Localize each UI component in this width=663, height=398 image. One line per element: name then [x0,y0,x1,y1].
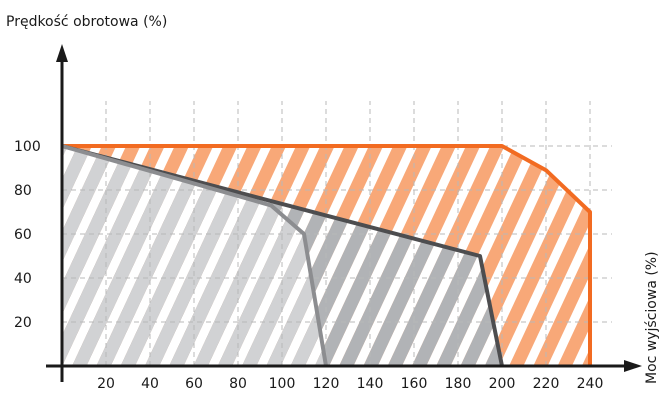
x-tick-label: 140 [357,376,384,392]
x-axis-title: Moc wyjściowa (%) [644,251,660,384]
x-tick-label: 20 [97,376,115,392]
series-line-1 [62,144,592,366]
y-tick-label: 60 [14,227,32,243]
y-axis-title: Prędkość obrotowa (%) [6,14,167,30]
x-tick-label: 180 [445,376,472,392]
x-tick-label: 40 [141,376,159,392]
x-tick-label: 240 [577,376,604,392]
x-tick-label: 120 [313,376,340,392]
x-tick-label: 220 [533,376,560,392]
series-line-3 [61,144,328,367]
series-line-2 [61,144,504,367]
x-tick-label: 80 [229,376,247,392]
y-tick-label: 40 [14,271,32,287]
y-axis-arrow [56,44,68,62]
x-tick-label: 60 [185,376,203,392]
y-tick-label: 100 [14,139,41,155]
y-tick-label: 80 [14,183,32,199]
y-tick-label: 20 [14,315,32,331]
series-lines [61,144,592,367]
tick-labels: 20 40 60 80 100 120 140 160 180 200 220 240 20 40 60 80… [14,139,603,392]
x-tick-label: 100 [269,376,296,392]
x-tick-label: 200 [489,376,516,392]
x-tick-label: 160 [401,376,428,392]
x-axis-arrow [624,360,642,372]
axes [46,44,642,382]
